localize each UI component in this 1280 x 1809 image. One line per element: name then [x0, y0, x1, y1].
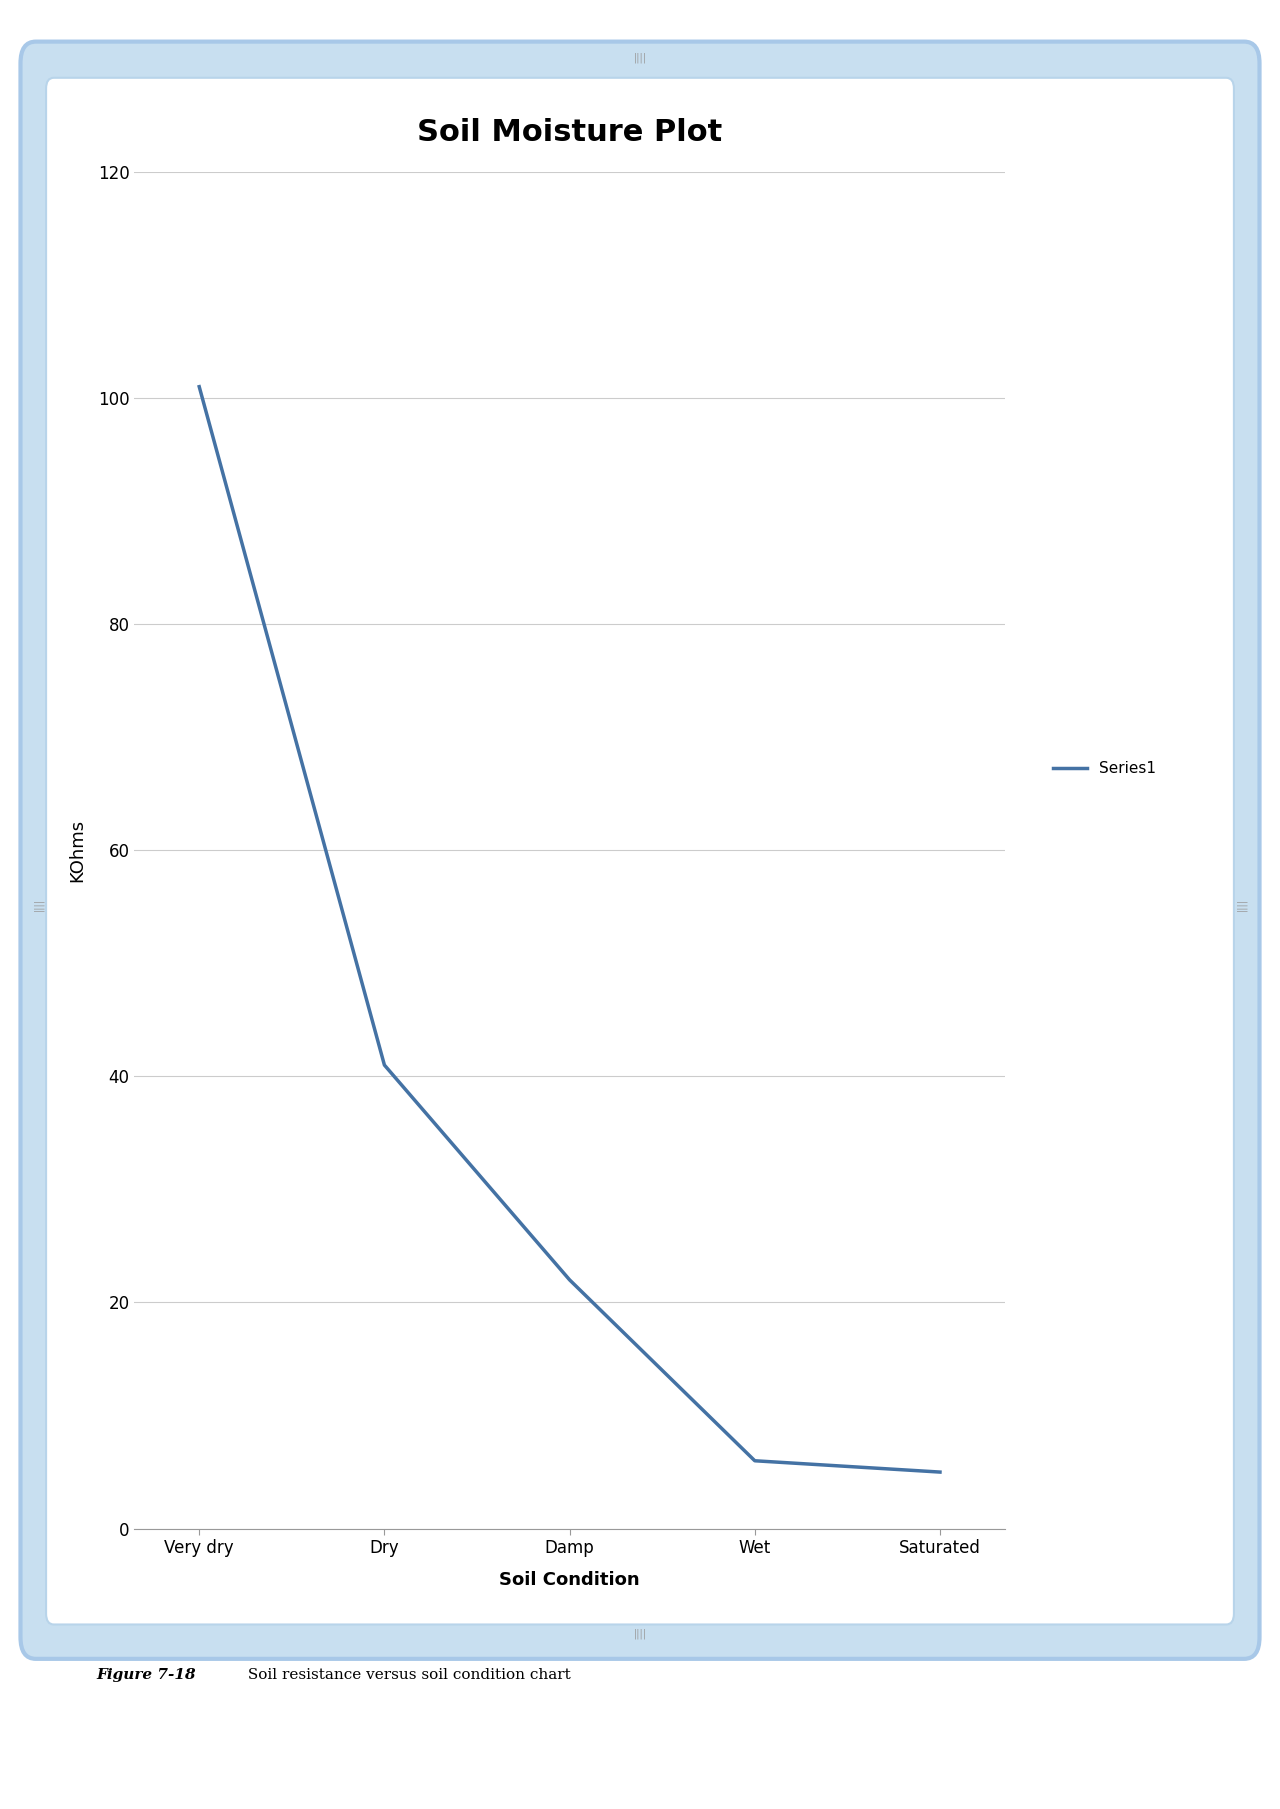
Text: Figure 7-18: Figure 7-18 [96, 1668, 196, 1682]
Series1 [748, 1451, 763, 1473]
Series1 [192, 376, 207, 398]
Legend: Series1: Series1 [1047, 754, 1162, 783]
Y-axis label: KOhms: KOhms [69, 819, 87, 881]
Text: ||||: |||| [1236, 897, 1247, 912]
FancyBboxPatch shape [46, 78, 1234, 1624]
FancyBboxPatch shape [20, 42, 1260, 1659]
Line: Series1: Series1 [200, 387, 940, 1473]
Text: ||||: |||| [33, 897, 44, 912]
Title: Soil Moisture Plot: Soil Moisture Plot [417, 118, 722, 147]
Text: Soil resistance versus soil condition chart: Soil resistance versus soil condition ch… [243, 1668, 571, 1682]
X-axis label: Soil Condition: Soil Condition [499, 1570, 640, 1588]
Series1 [376, 1055, 392, 1076]
Series1 [932, 1462, 947, 1483]
Text: ||||: |||| [634, 52, 646, 63]
Text: ||||: |||| [634, 1628, 646, 1639]
Series1 [562, 1270, 577, 1292]
